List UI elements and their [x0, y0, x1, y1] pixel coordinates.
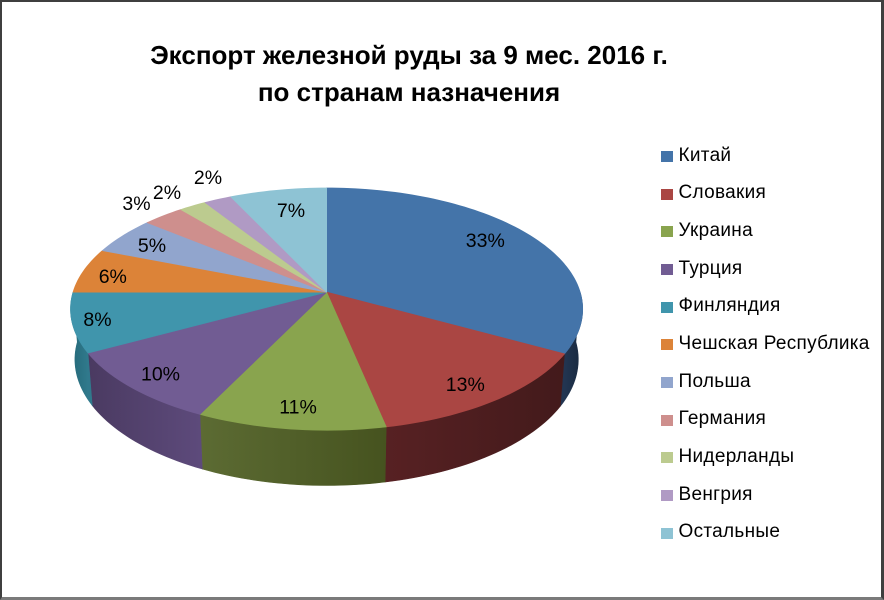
svg-text:2%: 2% — [153, 182, 181, 204]
svg-text:5%: 5% — [138, 235, 166, 257]
svg-text:7%: 7% — [277, 200, 305, 222]
svg-text:13%: 13% — [446, 374, 485, 396]
svg-text:2%: 2% — [194, 167, 222, 189]
svg-text:3%: 3% — [122, 193, 150, 215]
svg-text:33%: 33% — [466, 230, 505, 252]
svg-text:11%: 11% — [279, 397, 317, 419]
svg-text:10%: 10% — [141, 364, 180, 386]
svg-text:8%: 8% — [83, 309, 111, 331]
svg-text:6%: 6% — [99, 266, 127, 288]
